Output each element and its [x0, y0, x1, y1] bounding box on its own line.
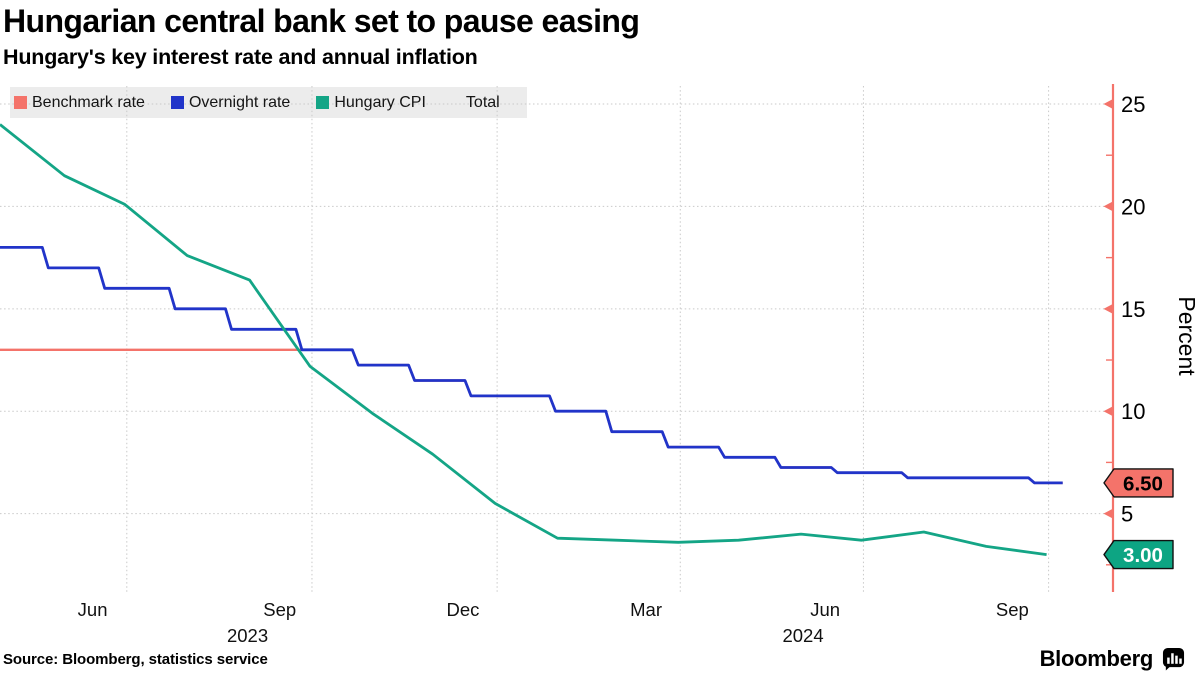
y-tick-label: 15 [1121, 297, 1145, 322]
legend-background [10, 87, 527, 118]
legend-item-overnight-rate: Overnight rate [170, 93, 291, 112]
bloomberg-bars-icon [1162, 647, 1185, 671]
y-tick-label: 10 [1121, 399, 1145, 424]
axis-tick-arrow-icon [1103, 201, 1113, 212]
chart-subtitle: Hungary's key interest rate and annual i… [3, 45, 478, 69]
x-year-label: 2023 [227, 625, 268, 646]
bloomberg-wordmark: Bloomberg [1039, 646, 1154, 671]
x-month-label: Jun [78, 599, 108, 620]
legend-item-benchmark-rate: Benchmark rate [14, 94, 145, 112]
axis-tick-arrow-icon [1103, 303, 1113, 314]
series-line-benchmark-rate [0, 348, 1063, 485]
axis-tick-arrow-icon [1103, 508, 1113, 519]
page-title: Hungarian central bank set to pause easi… [3, 3, 640, 39]
legend-item-label: Total [465, 93, 500, 111]
x-month-label: Mar [630, 599, 662, 620]
y-tick-label: 25 [1121, 92, 1145, 117]
source-note: Source: Bloomberg, statistics service [3, 651, 268, 668]
legend-swatch-icon [14, 96, 27, 109]
chart-legend: Benchmark rate Overnight rate Hungary CPI T… [10, 87, 500, 118]
bloomberg-brand: Bloomberg [1040, 646, 1185, 672]
legend-item-label: Overnight rate [188, 93, 291, 111]
x-month-label: Sep [263, 599, 296, 620]
series-line-overnight-rate [0, 246, 1063, 485]
y-tick-label: 20 [1121, 194, 1145, 219]
value-tag-label: 6.50 [1123, 472, 1163, 495]
x-month-label: Dec [446, 599, 479, 620]
series-line-hungary-cpi [0, 123, 1047, 556]
x-year-label: 2024 [782, 625, 823, 646]
legend-item-total: Total [466, 94, 500, 112]
legend-item-label: Benchmark rate [32, 93, 145, 111]
x-month-label: Sep [996, 599, 1029, 620]
value-tag-label: 3.00 [1123, 544, 1163, 567]
value-tag [1103, 468, 1174, 498]
legend-swatch-icon [170, 96, 184, 109]
axis-tick-arrow-icon [1103, 406, 1113, 417]
legend-item-label: Hungary CPI [334, 93, 426, 111]
value-tag [1103, 539, 1174, 570]
y-axis-title: Percent [1174, 296, 1200, 376]
axis-tick-arrow-icon [1103, 99, 1113, 110]
legend-swatch-icon [316, 96, 330, 109]
x-month-label: Jun [810, 599, 840, 620]
legend-item-hungary-cpi: Hungary CPI [316, 94, 426, 112]
y-tick-label: 5 [1121, 502, 1133, 527]
